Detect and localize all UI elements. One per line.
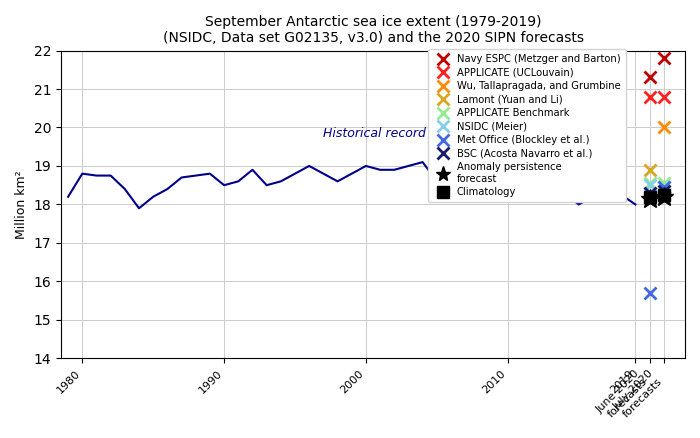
Legend: Navy ESPC (Metzger and Barton), APPLICATE (UCLouvain), Wu, Tallapragada, and Gru: Navy ESPC (Metzger and Barton), APPLICAT… [428, 49, 626, 202]
Y-axis label: Million km²: Million km² [15, 170, 28, 239]
Text: Historical record: Historical record [323, 127, 426, 140]
Title: September Antarctic sea ice extent (1979-2019)
(NSIDC, Data set G02135, v3.0) an: September Antarctic sea ice extent (1979… [162, 15, 584, 45]
